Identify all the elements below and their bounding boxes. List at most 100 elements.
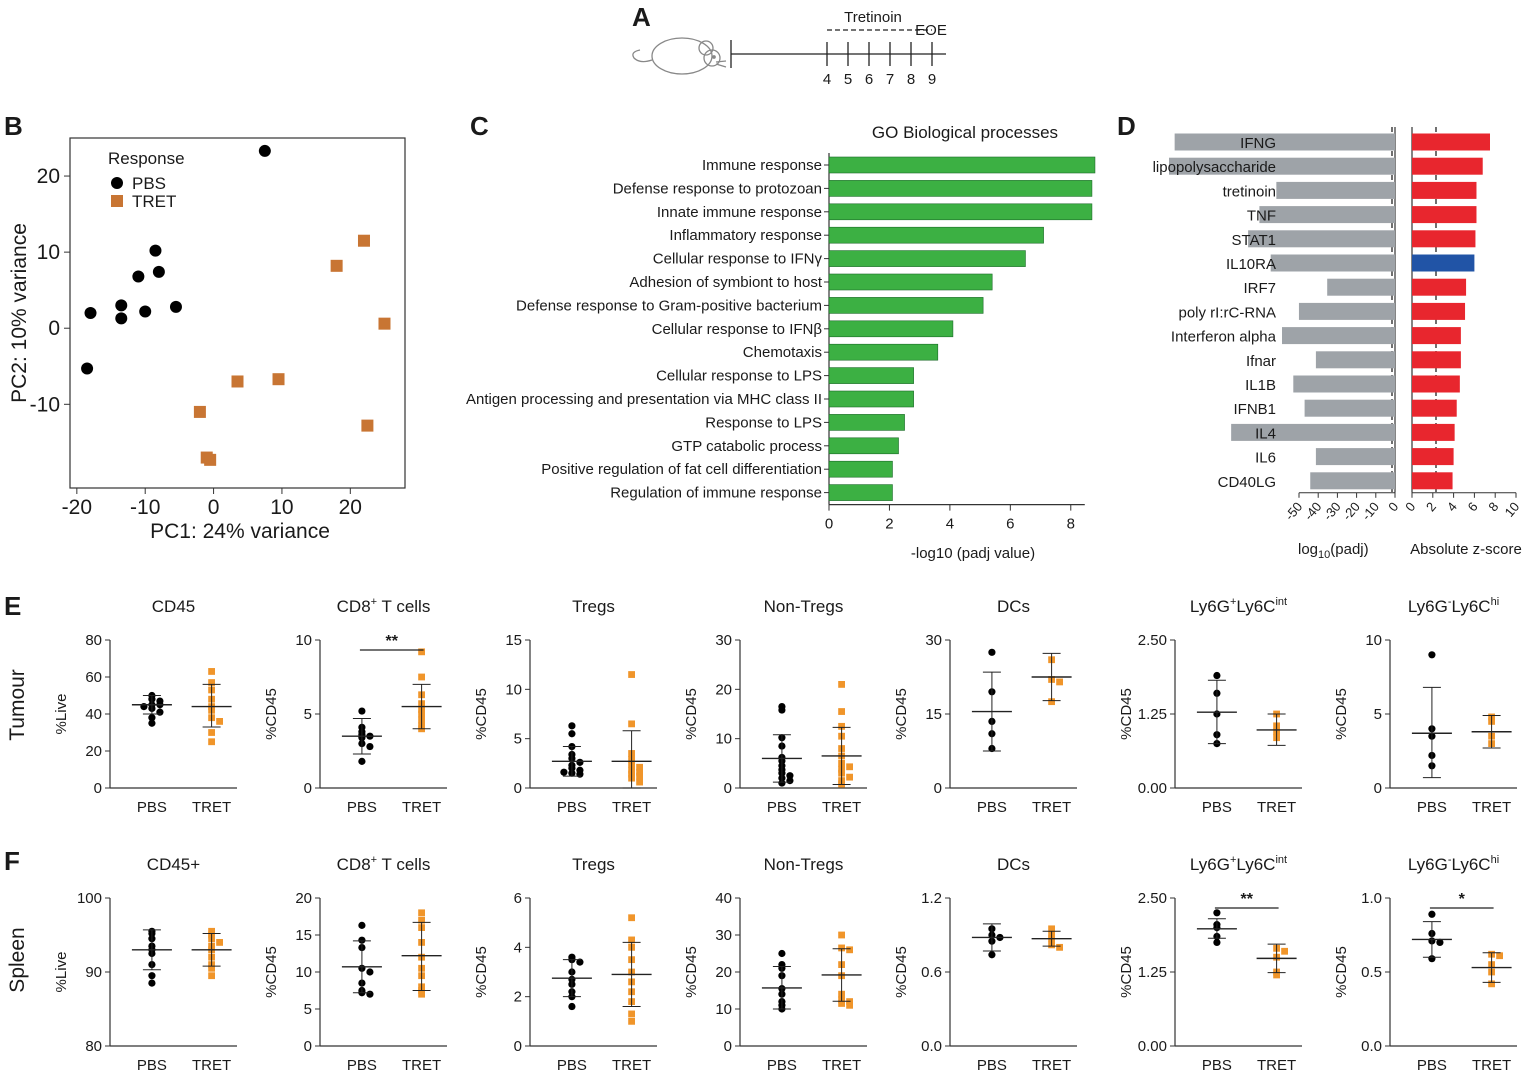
subplot-title: Ly6G-Ly6Chi [1408,596,1499,616]
legend-tret-marker [111,195,123,207]
dot-plot: Non-Tregs 0 10 20 30 %CD45 PBS TRET [683,597,867,816]
pbs-dot [988,648,996,656]
y-tick-label: 0 [724,780,732,797]
title-superscript: - [1448,596,1452,608]
tret-dot [846,773,853,781]
title-part: Ly6C [1236,597,1275,616]
tret-dot [838,722,845,730]
y-tick-label: 5 [304,706,312,723]
title-superscript: - [1448,854,1452,866]
x-tick-label: 4 [946,516,954,533]
tret-dot [628,914,635,922]
y-tick-label: 5 [1374,706,1382,723]
y-tick-label: 1.0 [1361,890,1382,907]
dot-plot: CD45 0 20 40 60 80 %Live PBS TRET [53,597,237,816]
go-bar [828,250,1026,267]
y-tick-label: 6 [514,890,522,907]
x-label-pbs: PBS [767,799,797,816]
y-tick-label: 0.6 [921,964,942,981]
regulator-label: Ifnar [1246,353,1276,370]
go-bar [828,460,893,478]
go-term-label: Cellular response to IFNβ [652,321,823,338]
y-tick-label: 0.00 [1138,1038,1167,1055]
x-label-tret: TRET [822,1057,861,1074]
tret-dot [208,729,215,736]
title-part: Ly6G [1408,855,1448,874]
panel-label-c: C [470,111,489,141]
panel-label-d: D [1117,111,1136,141]
x-label-pbs: PBS [557,799,587,816]
x-label-pbs: PBS [347,799,377,816]
day-label: 7 [886,71,894,88]
zscore-bar [1412,157,1483,175]
y-tick-label: 10 [505,681,522,698]
panel-label-b: B [4,111,23,141]
padj-bar [1282,327,1395,345]
tret-dot [216,939,223,946]
zscore-bar [1412,448,1454,466]
tret-dot [838,944,845,952]
tret-dot [636,778,643,786]
subplot-title: CD8+ T cells [337,596,431,616]
x-label-pbs: PBS [347,1057,377,1074]
padj-bar [1310,472,1395,490]
pbs-dot [148,714,156,722]
title-part: Ly6C [1236,855,1275,874]
tret-dot [628,1017,635,1025]
y-axis-title: %CD45 [893,688,910,740]
tret-point [378,317,391,330]
subplot-title: Non-Tregs [764,855,844,874]
title-part: Tregs [572,597,615,616]
pbs-point [132,270,145,283]
subplot-title: CD8+ T cells [337,854,431,874]
regulator-label: Interferon alpha [1171,329,1277,346]
padj-bar [1304,399,1395,417]
y-tick-label: 80 [85,632,102,649]
subplot-title: CD45+ [147,855,200,874]
zscore-bar [1412,327,1461,345]
dot-plot: Tregs 0 2 4 6 %CD45 PBS TRET [473,855,657,1074]
go-term-label: Immune response [702,157,822,174]
y-tick-label: 10 [37,241,60,264]
pbs-point [152,265,165,278]
y-axis-title: %CD45 [683,946,700,998]
y-tick-label: 0.0 [921,1038,942,1055]
go-bar [828,343,939,361]
y-tick-label: 2.50 [1138,632,1167,649]
day-label: 5 [844,71,852,88]
padj-bar [1315,448,1395,466]
y-tick-label: 15 [295,927,312,944]
tret-point [272,373,285,386]
y-axis-title: %CD45 [683,688,700,740]
x-label-tret: TRET [1032,799,1071,816]
padj-bar [1231,423,1395,441]
y-tick-label: 30 [715,632,732,649]
x-label-tret: TRET [612,1057,651,1074]
dot-plot: Tregs 0 5 10 15 %CD45 PBS TRET [473,597,657,816]
tret-dot [1273,971,1280,979]
day-label: 9 [928,71,936,88]
title-superscript: hi [1491,596,1500,608]
padj-bar [1327,278,1395,296]
go-bar [828,320,954,338]
regulator-label: TNF [1247,208,1276,225]
tret-dot [208,964,215,972]
title-part: CD45+ [147,855,200,874]
y-axis-title: %CD45 [1118,688,1135,740]
left-x-tick-label: 0 [1385,499,1401,514]
tret-dot [208,679,215,686]
y-tick-label: 0.5 [1361,964,1382,981]
y-tick-label: 1.25 [1138,706,1167,723]
zscore-bar [1412,375,1460,393]
day-label: 6 [865,71,873,88]
tret-dot [838,708,845,715]
pbs-dot [576,958,584,966]
title-part: Non-Tregs [764,597,844,616]
tret-dot [208,738,215,746]
go-bar [828,297,984,314]
right-x-tick-label: 2 [1423,499,1439,514]
padj-bar [1248,230,1395,248]
title-part: (padj) [1330,541,1368,558]
y-tick-label: 2 [514,989,522,1006]
